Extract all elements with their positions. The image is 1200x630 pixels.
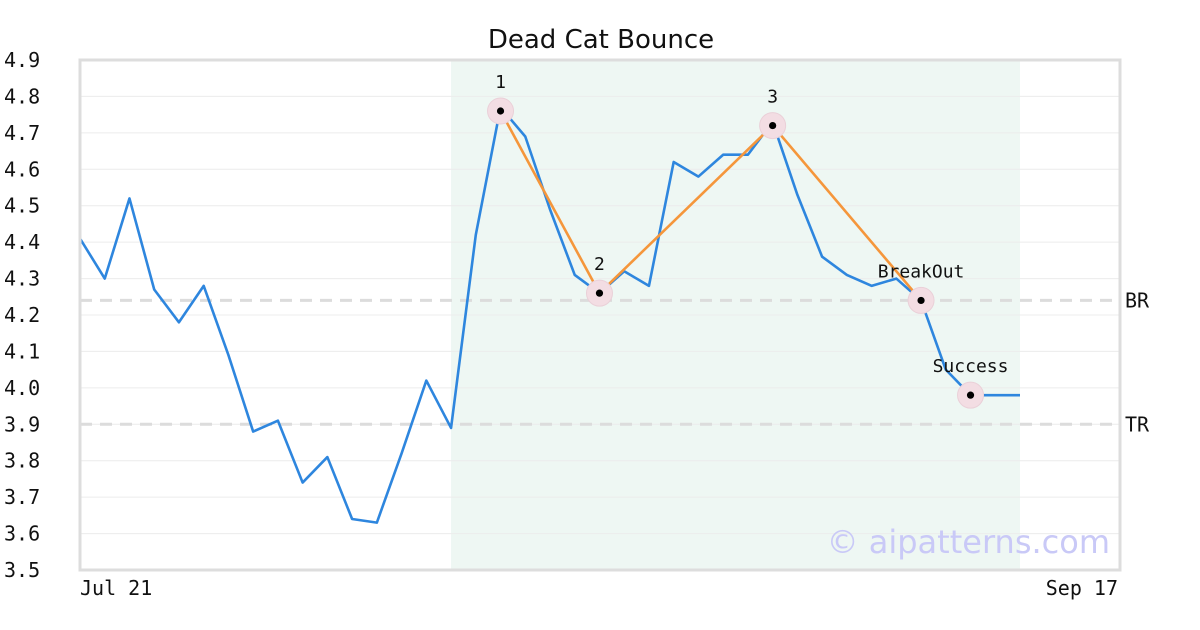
y-tick-label: 4.2 <box>4 303 40 327</box>
pattern-point <box>966 391 975 399</box>
pattern-line <box>499 110 923 302</box>
y-tick-label: 4.1 <box>4 339 40 363</box>
y-tick-label: 4.8 <box>4 84 40 108</box>
y-tick-label: 4.3 <box>4 267 40 291</box>
y-axis-ticks: 3.5 3.6 3.7 3.8 3.9 4.0 4.1 4.2 4.3 4.4 4.5 4.6 4.7 4… <box>4 48 40 582</box>
pattern-markers: 1 2 3 BreakOut Success <box>487 72 1009 409</box>
y-tick-label: 4.4 <box>4 230 40 254</box>
y-tick-label: 3.8 <box>4 449 40 473</box>
price-series-line <box>78 106 1020 524</box>
y-tick-label: 4.6 <box>4 157 40 181</box>
y-tick-label: 3.6 <box>4 522 40 546</box>
pattern-point <box>917 296 925 305</box>
pattern-point-label: 2 <box>594 254 605 275</box>
y-tick-label: 3.9 <box>4 412 40 436</box>
chart-title: Dead Cat Bounce <box>488 25 714 55</box>
pattern-point-label: 1 <box>495 72 506 93</box>
pattern-point <box>496 107 505 115</box>
y-tick-label: 3.5 <box>4 558 40 582</box>
pattern-point-label: BreakOut <box>878 261 965 282</box>
y-tick-label: 4.0 <box>4 376 40 400</box>
x-tick-label-end: Sep 17 <box>1046 576 1118 600</box>
reference-line-label: TR <box>1125 412 1150 436</box>
pattern-point <box>595 289 604 297</box>
pattern-point <box>769 121 777 130</box>
watermark: © aipatterns.com <box>827 523 1110 561</box>
y-tick-label: 4.5 <box>4 194 40 218</box>
plot-frame <box>78 58 1122 572</box>
y-tick-label: 3.7 <box>4 485 40 509</box>
pattern-point-label: Success <box>933 356 1009 377</box>
pattern-point-label: 3 <box>767 87 778 108</box>
x-tick-label-start: Jul 21 <box>80 576 152 600</box>
reference-line-label: BR <box>1125 288 1150 312</box>
y-tick-label: 4.9 <box>4 48 40 72</box>
y-tick-label: 4.7 <box>4 121 40 145</box>
